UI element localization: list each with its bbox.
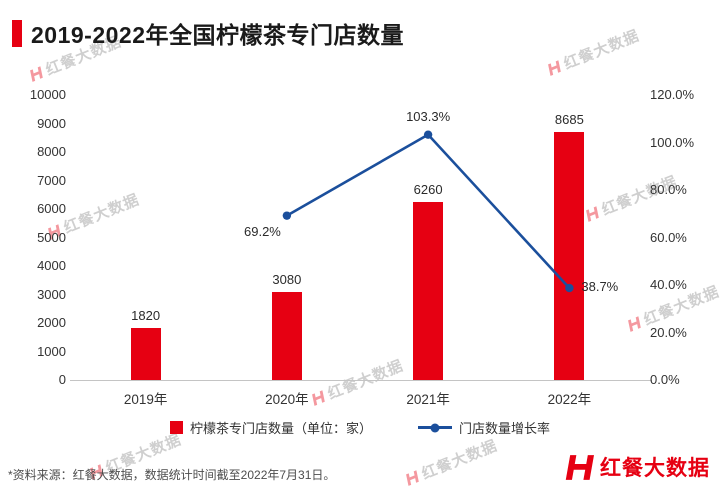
y-axis-tick-left: 3000 (37, 286, 66, 302)
bar-value-label: 8685 (554, 112, 584, 128)
bar-legend-swatch (169, 421, 183, 434)
y-axis-tick-left: 7000 (37, 172, 66, 188)
line-legend-dot (430, 423, 440, 432)
line-point (282, 211, 292, 220)
y-axis-tick-right: 20.0% (650, 324, 687, 340)
line-point-label: 38.7% (581, 279, 619, 295)
x-axis-label: 2021年 (406, 392, 450, 407)
x-axis-label: 2020年 (265, 392, 309, 407)
y-axis-tick-right: 80.0% (650, 182, 687, 197)
brand-logo-text: 红餐大数据 (600, 457, 710, 480)
brand-logo-icon (565, 454, 594, 480)
y-axis-tick-left: 10000 (29, 87, 66, 102)
page-title: 2019-2022年全国柠檬茶专门店数量 (31, 22, 404, 48)
bar-legend-label: 柠檬茶专门店数量（单位：家） (189, 421, 372, 436)
line-point-label: 103.3% (406, 108, 451, 124)
x-axis-label: 2019年 (123, 392, 168, 407)
y-axis-tick-right: 40.0% (650, 277, 687, 292)
y-axis-tick-right: 0.0% (650, 372, 680, 387)
legend-item-line: 门店数量增长率 (418, 418, 550, 437)
y-axis-tick-left: 0 (58, 372, 66, 387)
line-point (423, 130, 433, 139)
bar (413, 201, 444, 380)
y-axis-tick-left: 6000 (37, 201, 66, 216)
y-axis-tick-right: 120.0% (650, 87, 695, 102)
y-axis-tick-left: 1000 (37, 343, 66, 359)
x-axis-line (70, 380, 652, 381)
chart-legend: 柠檬茶专门店数量（单位：家） 门店数量增长率 (0, 418, 720, 437)
y-axis-tick-left: 5000 (37, 229, 66, 245)
title-bullet (12, 19, 22, 47)
bar (554, 132, 585, 380)
y-axis-tick-right: 60.0% (650, 229, 687, 245)
x-axis-label: 2022年 (547, 392, 592, 407)
line-point-label: 69.2% (244, 223, 281, 239)
bar-value-label: 1820 (131, 308, 161, 324)
bar (130, 328, 161, 380)
legend-item-bars: 柠檬茶专门店数量（单位：家） (169, 418, 372, 437)
bar-value-label: 3080 (272, 272, 302, 288)
y-axis-tick-left: 4000 (37, 258, 66, 273)
y-axis-tick-left: 2000 (37, 315, 66, 330)
y-axis-tick-left: 9000 (37, 115, 66, 131)
brand-logo: 红餐大数据 (564, 452, 710, 482)
y-axis-tick-right: 100.0% (650, 134, 695, 150)
bar-value-label: 6260 (413, 181, 443, 197)
source-footnote: *资料来源：红餐大数据，数据统计时间截至2022年7月31日。 (8, 468, 336, 482)
y-axis-tick-left: 8000 (37, 144, 66, 159)
line-legend-label: 门店数量增长率 (459, 421, 551, 436)
bar (271, 292, 302, 380)
chart-header: 2019-2022年全国柠檬茶专门店数量 (12, 16, 404, 50)
line-legend-swatch (418, 423, 452, 432)
